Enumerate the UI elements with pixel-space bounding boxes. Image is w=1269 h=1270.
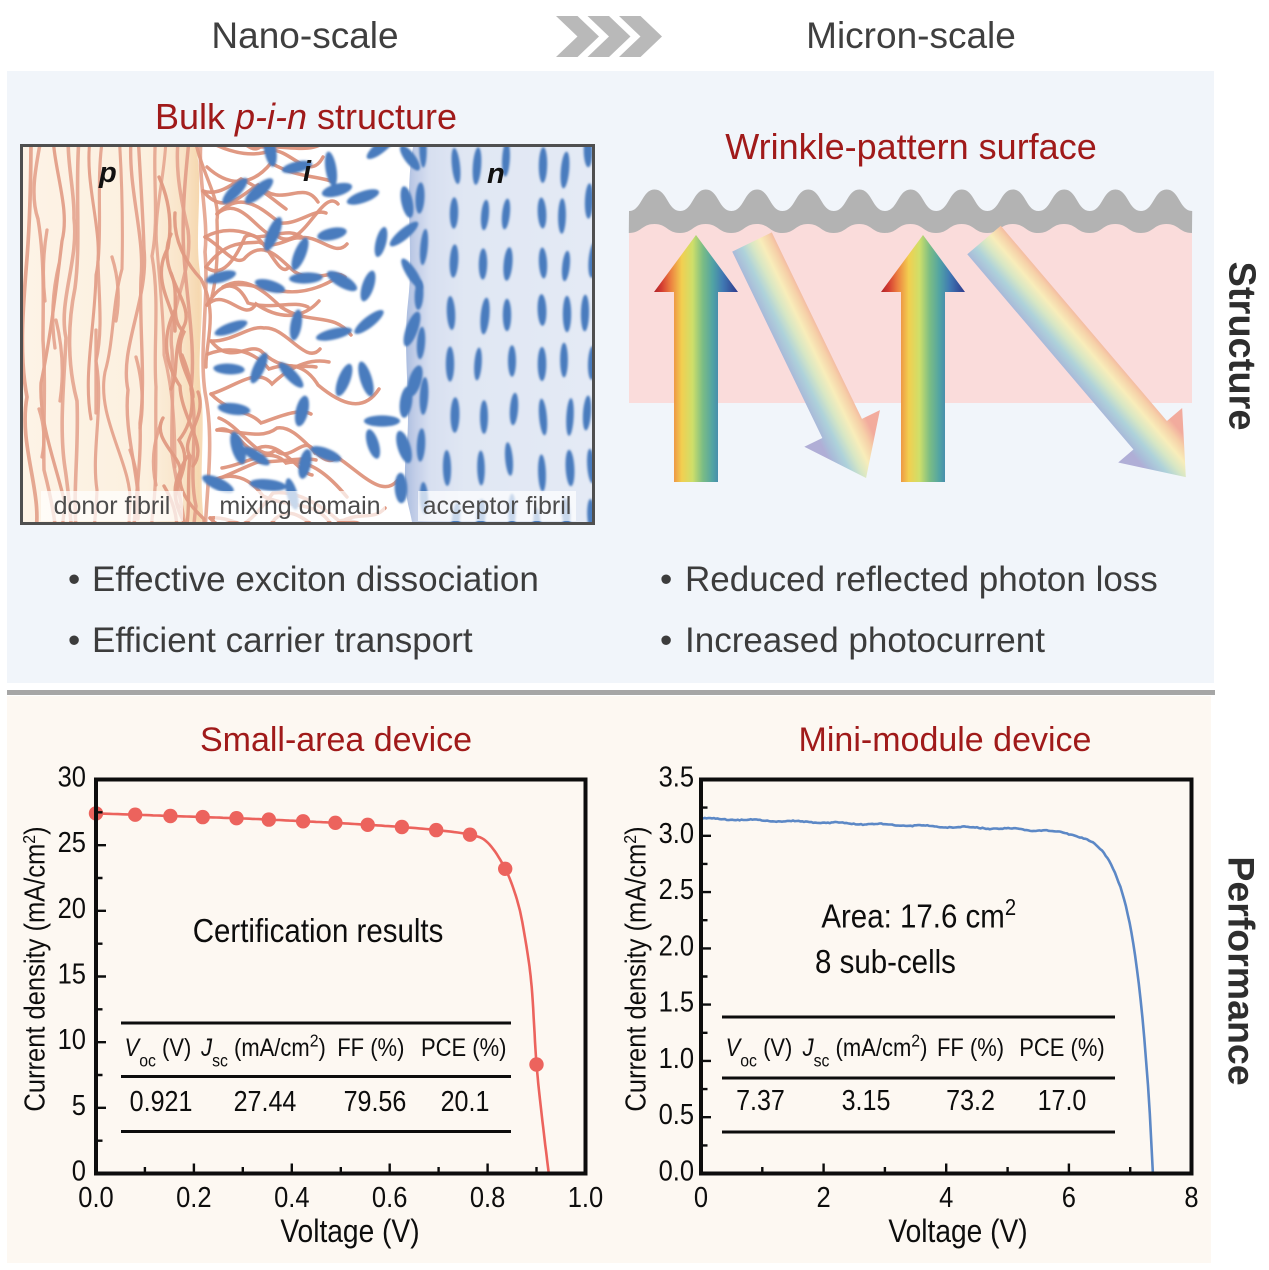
svg-text:15: 15 — [58, 957, 86, 990]
svg-text:30: 30 — [58, 760, 86, 793]
svg-text:Current density (mA/cm2): Current density (mA/cm2) — [18, 826, 51, 1111]
svg-text:73.2: 73.2 — [946, 1085, 995, 1117]
svg-text:Current density (mA/cm2): Current density (mA/cm2) — [619, 826, 652, 1111]
svg-text:8 sub-cells: 8 sub-cells — [815, 942, 956, 980]
svg-text:mixing domain: mixing domain — [219, 492, 380, 520]
svg-text:Jsc (mA/cm2): Jsc (mA/cm2) — [802, 1030, 928, 1070]
svg-text:0.4: 0.4 — [274, 1180, 309, 1213]
svg-text:1.5: 1.5 — [659, 985, 694, 1018]
svg-text:FF (%): FF (%) — [337, 1034, 404, 1062]
svg-text:0.0: 0.0 — [78, 1180, 113, 1213]
svg-text:2: 2 — [817, 1180, 831, 1213]
svg-text:79.56: 79.56 — [344, 1086, 407, 1118]
svg-text:4: 4 — [939, 1180, 953, 1213]
svg-text:7.37: 7.37 — [736, 1085, 785, 1117]
svg-text:i: i — [303, 156, 312, 188]
svg-text:Certification results: Certification results — [193, 911, 444, 949]
svg-text:5: 5 — [72, 1088, 86, 1121]
svg-text:0.2: 0.2 — [176, 1180, 211, 1213]
svg-text:FF (%): FF (%) — [937, 1034, 1004, 1062]
svg-text:0: 0 — [72, 1154, 86, 1187]
svg-text:Voc (V): Voc (V) — [125, 1034, 192, 1071]
svg-text:Area: 17.6 cm2: Area: 17.6 cm2 — [821, 893, 1016, 935]
svg-text:p: p — [98, 157, 117, 189]
svg-text:10: 10 — [58, 1023, 86, 1056]
svg-text:0: 0 — [694, 1180, 708, 1213]
svg-text:6: 6 — [1062, 1180, 1076, 1213]
svg-text:n: n — [487, 158, 505, 190]
svg-text:8: 8 — [1184, 1180, 1198, 1213]
svg-text:1.0: 1.0 — [568, 1180, 603, 1213]
svg-text:2.0: 2.0 — [659, 929, 694, 962]
svg-text:0.8: 0.8 — [470, 1180, 505, 1213]
svg-text:Voltage (V): Voltage (V) — [888, 1214, 1027, 1249]
svg-text:0.921: 0.921 — [130, 1086, 193, 1118]
svg-text:17.0: 17.0 — [1038, 1085, 1087, 1117]
svg-text:27.44: 27.44 — [234, 1086, 297, 1118]
svg-text:acceptor fibril: acceptor fibril — [423, 492, 572, 520]
svg-text:PCE (%): PCE (%) — [421, 1034, 507, 1062]
svg-text:2.5: 2.5 — [659, 873, 694, 906]
svg-text:0.5: 0.5 — [659, 1098, 694, 1131]
svg-text:PCE (%): PCE (%) — [1019, 1034, 1105, 1062]
svg-text:donor fibril: donor fibril — [54, 492, 171, 520]
svg-text:0.0: 0.0 — [659, 1154, 694, 1187]
svg-text:Voc (V): Voc (V) — [726, 1034, 793, 1071]
svg-text:1.0: 1.0 — [659, 1041, 694, 1074]
svg-text:25: 25 — [58, 826, 86, 859]
svg-text:Jsc (mA/cm2): Jsc (mA/cm2) — [200, 1030, 326, 1070]
svg-text:3.5: 3.5 — [659, 760, 694, 793]
svg-text:20: 20 — [58, 891, 86, 924]
svg-text:3.15: 3.15 — [842, 1085, 891, 1117]
svg-text:0.6: 0.6 — [372, 1180, 407, 1213]
svg-text:20.1: 20.1 — [441, 1086, 490, 1118]
svg-text:3.0: 3.0 — [659, 816, 694, 849]
svg-text:Voltage (V): Voltage (V) — [280, 1214, 419, 1249]
